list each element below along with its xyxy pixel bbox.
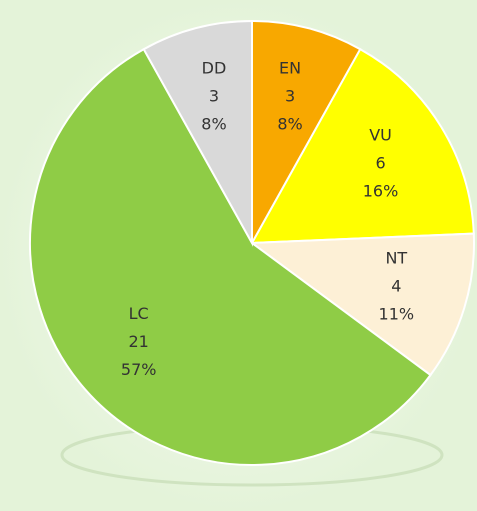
slice-percent: 11% <box>379 305 415 324</box>
slice-percent: 8% <box>201 114 226 133</box>
pie-slice <box>249 232 475 377</box>
slice-value: 3 <box>285 86 295 105</box>
slice-value: 4 <box>391 277 401 296</box>
slice-percent: 57% <box>121 360 157 379</box>
pie-slice <box>29 47 432 466</box>
slice-percent: 16% <box>363 181 399 200</box>
pie-slice <box>251 19 362 247</box>
pie-slice <box>250 47 475 245</box>
slice-category: VU <box>369 125 392 144</box>
slice-value: 3 <box>209 86 219 105</box>
slice-category: LC <box>129 304 149 323</box>
slice-category: NT <box>385 249 407 268</box>
slice-category: DD <box>202 58 227 77</box>
slice-value: 6 <box>375 153 385 172</box>
slice-category: EN <box>279 58 301 77</box>
slice-percent: 8% <box>277 114 302 133</box>
pie-slice <box>142 19 253 247</box>
slice-value: 21 <box>128 332 148 351</box>
